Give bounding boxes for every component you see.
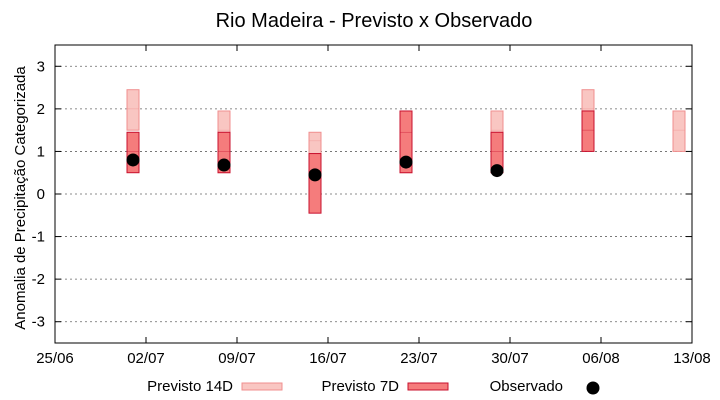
legend-swatch-previsto-7d — [407, 382, 449, 391]
legend-swatch-previsto-14d — [241, 382, 283, 391]
y-tick-label: -2 — [32, 271, 45, 288]
previsto-14d-box — [126, 89, 140, 131]
previsto-7d-box — [308, 153, 322, 214]
previsto-7d-box — [126, 131, 140, 174]
legend-label-previsto-7d: Previsto 7D — [321, 378, 399, 395]
x-tick-label: 09/07 — [218, 350, 256, 367]
y-axis: -3 -2 -1 0 1 2 3 — [32, 58, 692, 331]
observado-point — [217, 158, 231, 172]
data-marks — [126, 89, 686, 214]
observado-point — [399, 155, 413, 169]
x-tick-label: 16/07 — [309, 350, 347, 367]
previsto-7d-box — [581, 110, 595, 152]
x-tick-label: 25/06 — [36, 350, 74, 367]
y-tick-label: -3 — [32, 314, 45, 331]
grid — [55, 65, 692, 323]
y-tick-label: -1 — [32, 229, 45, 246]
y-tick-label: 2 — [37, 101, 45, 118]
y-tick-label: 0 — [37, 186, 45, 203]
previsto-14d-box — [672, 110, 686, 152]
x-tick-label: 02/07 — [127, 350, 165, 367]
observado-point — [126, 153, 140, 167]
y-tick-label: 3 — [37, 58, 45, 75]
chart-title: Rio Madeira - Previsto x Observado — [216, 10, 533, 32]
x-tick-label: 23/07 — [400, 350, 438, 367]
legend-marker-observado — [586, 381, 600, 395]
y-tick-label: 1 — [37, 143, 45, 160]
y-axis-label: Anomalia de Precipitação Categorizada — [12, 66, 29, 330]
legend: Previsto 14D Previsto 7D Observado — [147, 378, 600, 395]
legend-label-previsto-14d: Previsto 14D — [147, 378, 233, 395]
observado-point — [308, 168, 322, 182]
x-axis: 25/06 02/07 09/07 16/07 23/07 30/07 06/08 13/08 — [36, 45, 711, 367]
x-tick-label: 06/08 — [582, 350, 620, 367]
observado-point — [490, 164, 504, 178]
legend-label-observado: Observado — [490, 378, 563, 395]
x-tick-label: 30/07 — [491, 350, 529, 367]
previsto-14d-box — [308, 131, 322, 155]
x-tick-label: 13/08 — [673, 350, 711, 367]
